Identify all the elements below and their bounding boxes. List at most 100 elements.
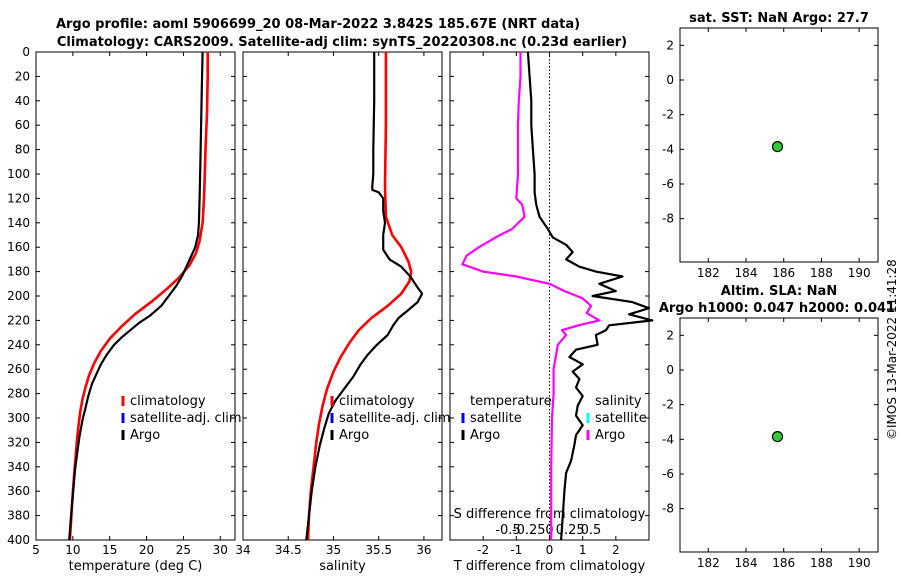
salinity-series-climatology [306,52,413,541]
legend-label-satellite: satellite-adj. clim [130,411,242,426]
temperature-ytick-label: 400 [7,533,30,547]
salinity-xlabel: salinity [319,559,366,574]
difference-xtick-label: -2 [477,543,489,557]
sla-profile-location-marker [771,430,784,443]
timestamp-label: ©IMOS 13-Mar-2022 11:41:28 [885,259,899,440]
legend-label-satellite: satellite-adj. clim [339,411,451,426]
difference-xtick-label: -1 [510,543,522,557]
difference-axes-frame [449,51,650,541]
difference-profile-panel: -2 -1 0 1 2 T difference from climatology S di… [449,51,654,574]
temperature-xtick-label: 20 [139,543,154,557]
sst-map-panel: sat. SST: NaN Argo: 27.7 2 0 -2 -4 -6 -8 182 184… [662,11,879,280]
sst-xtick-label: 182 [697,266,720,280]
sla-map-panel: Altim. SLA: NaN Argo h1000: 0.047 h2000: … [659,284,895,570]
temperature-ytick-label: 100 [7,167,30,181]
legend-label-argo: Argo [130,428,160,443]
sst-profile-location-marker [771,140,784,153]
difference-xtick-label: 2 [612,543,620,557]
legend-sal-label-satellite_s: satellite [595,411,647,426]
sla-xtick-label: 184 [735,556,758,570]
temperature-ytick-label: 200 [7,289,30,303]
temperature-ytick-label: 140 [7,216,30,230]
sla-ytick-label: -8 [662,502,674,516]
temperature-xlabel: temperature (deg C) [69,559,203,574]
temperature-xtick-label: 30 [213,543,228,557]
temperature-xtick-label: 5 [32,543,40,557]
difference-x2tick-label: 0.5 [581,523,602,538]
sla-ytick-label: 0 [666,363,674,377]
temperature-ytick-label: 220 [7,313,30,327]
difference-xlabel: T difference from climatology [453,559,646,574]
difference-x2label: S difference from climatology [454,507,646,522]
temperature-ytick-label: 300 [7,411,30,425]
sst-ytick-label: -8 [662,212,674,226]
temperature-axes-frame [35,51,236,541]
difference-xtick-label: 1 [579,543,587,557]
salinity-profile-panel: 34 34.5 35 35.5 36 salinity [235,51,443,574]
difference-x2tick-label: -0.25 [512,523,546,538]
salinity-xtick-label: 34.5 [275,543,302,557]
difference-series-argo-t [526,51,654,541]
salinity-xtick-label: 35.5 [365,543,392,557]
sla-xtick-label: 182 [697,556,720,570]
temperature-ytick-label: 360 [7,484,30,498]
difference-xtick-label: 0 [546,543,554,557]
temperature-ytick-label: 240 [7,338,30,352]
sla-title2: Argo h1000: 0.047 h2000: 0.041 [659,301,895,316]
figure-title-line1: Argo profile: aoml 5906699_20 08-Mar-202… [56,17,580,32]
salinity-xtick-label: 35 [326,543,341,557]
sla-ytick-label: 2 [666,328,674,342]
difference-x2tick-label: -0.5 [495,523,520,538]
temperature-ytick-label: 20 [15,69,30,83]
salinity-xtick-label: 36 [416,543,431,557]
sst-ytick-label: -6 [662,177,674,191]
temperature-xtick-label: 10 [65,543,80,557]
salinity-xtick-label: 34 [235,543,250,557]
figure-title-line2: Climatology: CARS2009. Satellite-adj cli… [57,35,627,50]
salinity-series-argo [305,52,424,541]
legend-temp-header: temperature [470,394,552,409]
temperature-xtick-label: 15 [102,543,117,557]
temperature-ytick-label: 320 [7,435,30,449]
sla-ytick-label: -6 [662,467,674,481]
temperature-ytick-label: 0 [22,45,30,59]
temperature-ytick-label: 80 [15,143,30,157]
legend-label-argo: Argo [339,428,369,443]
legend-sal-label-salinity_diff: Argo [595,428,625,443]
sst-ytick-label: 2 [666,38,674,52]
legend-temp-label-argo: Argo [470,428,500,443]
salinity-axes-frame [242,51,443,541]
temperature-ytick-label: 40 [15,94,30,108]
sst-ytick-label: -2 [662,108,674,122]
temperature-ytick-label: 340 [7,460,30,474]
sst-ytick-label: 0 [666,73,674,87]
temperature-series-climatology [68,52,209,541]
difference-legend: temperature salinity satellite Argo satellit… [461,394,647,443]
temperature-ytick-label: 380 [7,509,30,523]
temperature-profile-panel: 0 20 40 60 80 100 120 140 160 180 200 220 240 260 280 3… [7,45,236,574]
temperature-ytick-label: 160 [7,240,30,254]
sst-ytick-label: -4 [662,142,674,156]
temperature-ytick-label: 60 [15,118,30,132]
sla-title: Altim. SLA: NaN [721,284,837,299]
sla-ytick-label: -2 [662,398,674,412]
temperature-legend: climatology satellite-adj. clim Argo [121,394,242,443]
temperature-ytick-label: 120 [7,191,30,205]
difference-x2tick-label: 0 [545,523,553,538]
temperature-ytick-label: 260 [7,362,30,376]
temperature-xtick-label: 25 [176,543,191,557]
sst-xtick-label: 184 [735,266,758,280]
sst-xtick-label: 190 [848,266,871,280]
temperature-ytick-label: 280 [7,387,30,401]
salinity-legend: climatology satellite-adj. clim Argo [330,394,451,443]
legend-label-climatology: climatology [339,394,415,409]
sst-xtick-label: 188 [810,266,833,280]
sst-xtick-label: 186 [772,266,795,280]
temperature-series-argo [68,51,204,541]
sla-xtick-label: 188 [810,556,833,570]
legend-temp-label-satellite: satellite [470,411,522,426]
sla-ytick-label: -4 [662,432,674,446]
difference-series-argo-s [461,52,601,540]
